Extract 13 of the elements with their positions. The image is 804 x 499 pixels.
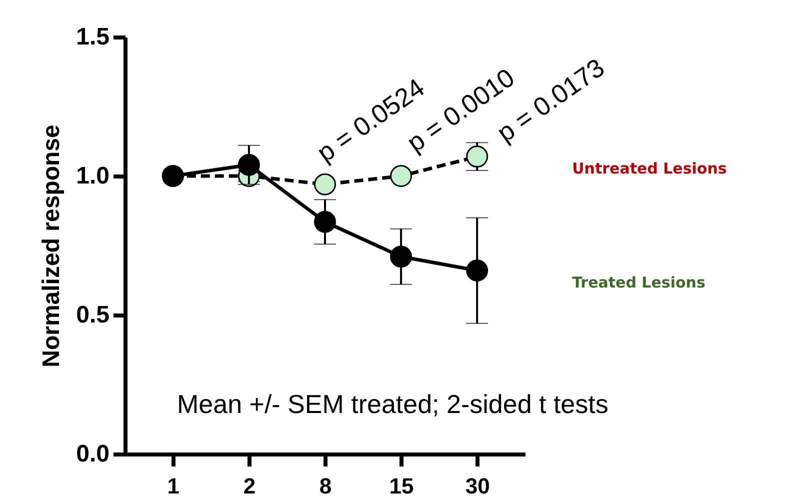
x-tick-label: 1 xyxy=(167,474,180,498)
annotation: Mean +/- SEM treated; 2-sided t tests xyxy=(177,389,608,419)
x-tick-label: 15 xyxy=(389,474,414,498)
y-axis-title: Normalized response xyxy=(38,124,66,368)
text: Untreated Lesions xyxy=(572,160,727,178)
y-tick-label: 1.0 xyxy=(76,162,110,190)
x-tick-label: 2 xyxy=(243,474,256,498)
text: Treated Lesions xyxy=(572,274,706,292)
x-tick-label: 8 xyxy=(319,474,332,498)
x-tick-label: 30 xyxy=(465,474,490,498)
y-tick-label: 1.5 xyxy=(76,24,110,50)
y-tick-label: 0.5 xyxy=(76,302,110,328)
y-tick-label: 0.0 xyxy=(76,440,110,468)
